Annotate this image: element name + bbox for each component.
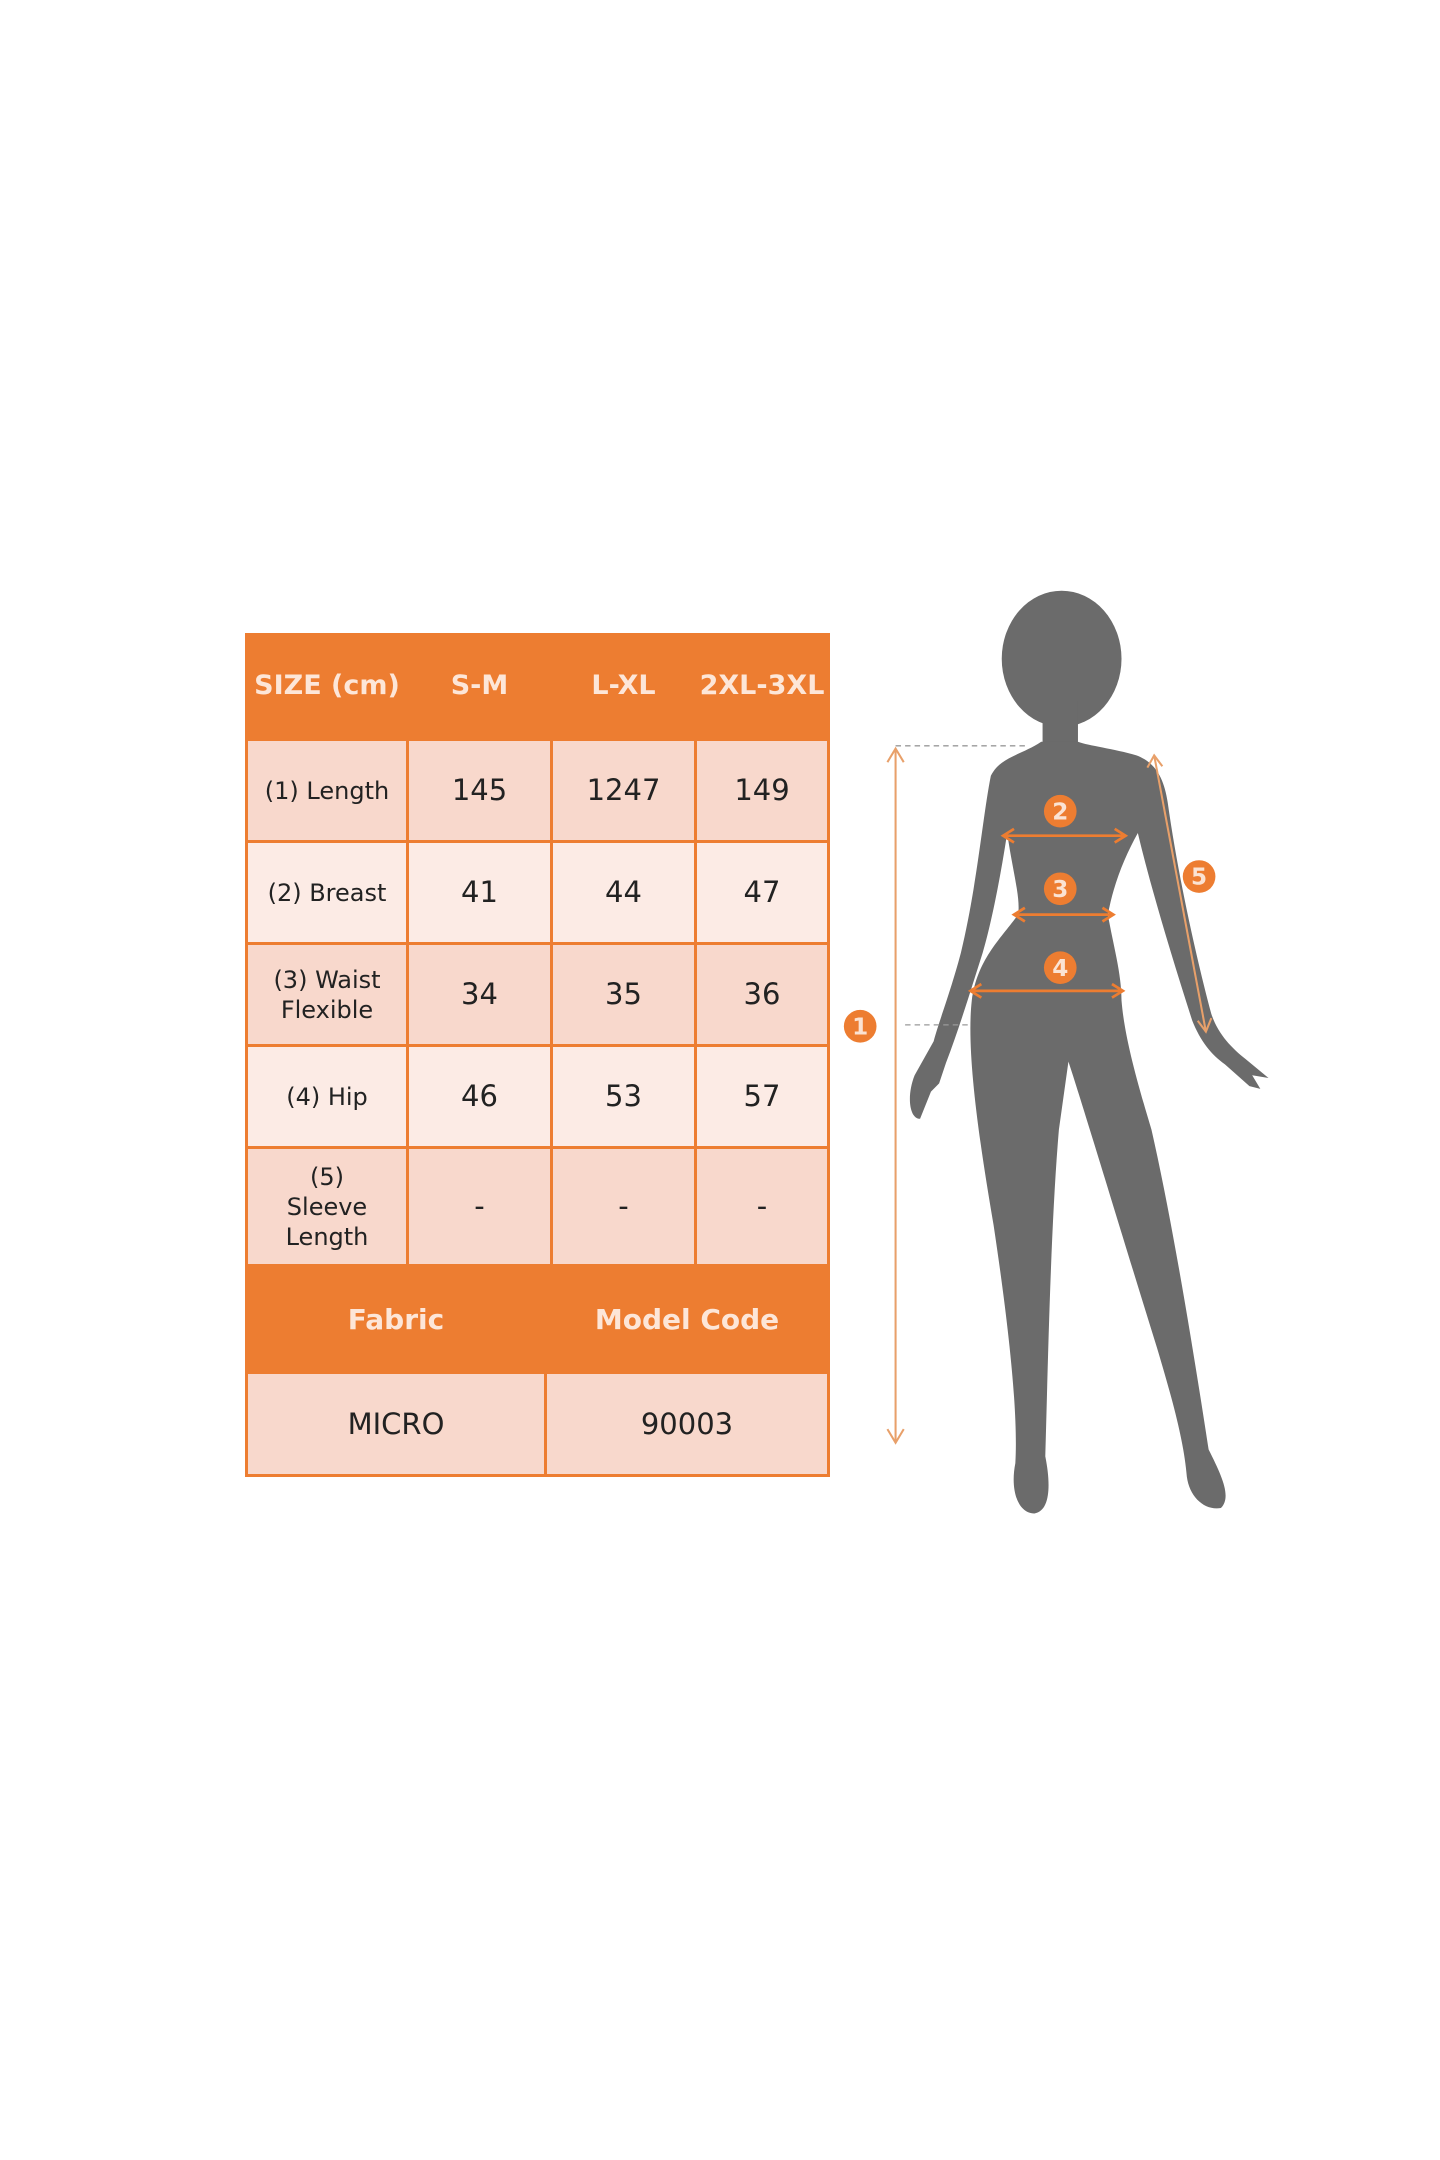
breast-measure-arrow — [1000, 827, 1129, 844]
table-row: (4) Hip 46 53 57 — [248, 1047, 827, 1146]
size-chart-table: SIZE (cm) S-M L-XL 2XL-3XL (1) Length 14… — [245, 633, 830, 1477]
cell: 34 — [409, 945, 550, 1044]
fabric-value: MICRO — [248, 1374, 544, 1474]
woman-silhouette — [909, 590, 1269, 1514]
marker-label: 3 — [1052, 877, 1068, 903]
marker-3: 3 — [1043, 872, 1077, 906]
cell: 47 — [697, 843, 827, 942]
marker-label: 5 — [1191, 865, 1207, 891]
header-cell: L-XL — [553, 633, 694, 738]
footer-value-row: MICRO 90003 — [248, 1374, 827, 1474]
row-label: (2) Breast — [248, 843, 406, 942]
row-label: (4) Hip — [248, 1047, 406, 1146]
footer-header-row: Fabric Model Code — [248, 1267, 827, 1371]
table-row: (2) Breast 41 44 47 — [248, 843, 827, 942]
table-header-row: SIZE (cm) S-M L-XL 2XL-3XL — [248, 633, 827, 738]
marker-2: 2 — [1043, 794, 1077, 828]
table-row: (3) Waist Flexible 34 35 36 — [248, 945, 827, 1044]
row-label: (5) Sleeve Length — [248, 1149, 406, 1264]
cell: 44 — [553, 843, 694, 942]
cell: 145 — [409, 741, 550, 840]
cell: - — [697, 1149, 827, 1264]
marker-label: 2 — [1052, 799, 1068, 825]
header-cell: S-M — [409, 633, 550, 738]
model-code-header: Model Code — [547, 1267, 827, 1371]
marker-4: 4 — [1043, 951, 1077, 985]
cell: 149 — [697, 741, 827, 840]
row-label: (1) Length — [248, 741, 406, 840]
cell: 36 — [697, 945, 827, 1044]
row-label: (3) Waist Flexible — [248, 945, 406, 1044]
marker-5: 5 — [1182, 860, 1216, 893]
fabric-header: Fabric — [248, 1267, 544, 1371]
cell: - — [553, 1149, 694, 1264]
header-cell: SIZE (cm) — [248, 633, 406, 738]
cell: 41 — [409, 843, 550, 942]
cell: - — [409, 1149, 550, 1264]
marker-label: 1 — [852, 1014, 868, 1040]
cell: 35 — [553, 945, 694, 1044]
marker-label: 4 — [1052, 956, 1068, 982]
cell: 1247 — [553, 741, 694, 840]
table-row: (1) Length 145 1247 149 — [248, 741, 827, 840]
marker-1: 1 — [843, 1009, 877, 1043]
header-cell: 2XL-3XL — [697, 633, 827, 738]
hip-measure-arrow — [967, 982, 1126, 999]
cell: 53 — [553, 1047, 694, 1146]
cell: 57 — [697, 1047, 827, 1146]
model-code-value: 90003 — [547, 1374, 827, 1474]
cell: 46 — [409, 1047, 550, 1146]
table-row: (5) Sleeve Length - - - — [248, 1149, 827, 1264]
length-measure-line — [886, 745, 1028, 1445]
waist-measure-arrow — [1011, 906, 1116, 923]
sleeve-measure-arrow — [1146, 753, 1213, 1034]
